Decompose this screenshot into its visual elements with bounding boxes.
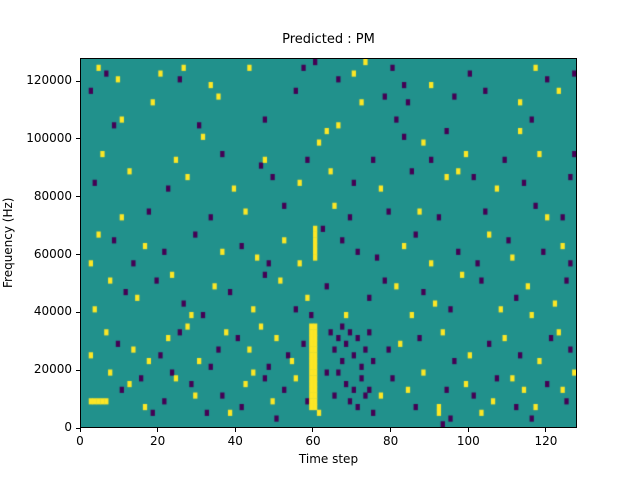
heatmap-canvas	[81, 59, 576, 427]
y-tick-label: 20000	[33, 362, 72, 377]
chart-title: Predicted : PM	[282, 32, 375, 47]
x-axis-label: Time step	[298, 452, 359, 466]
x-tick-label: 0	[76, 434, 84, 448]
x-tick-label: 20	[150, 434, 166, 448]
x-tick-label: 60	[305, 434, 321, 448]
y-axis-label: Frequency (Hz)	[1, 197, 15, 289]
x-tick-mark	[79, 428, 81, 432]
x-tick-label: 80	[382, 434, 399, 448]
y-tick-mark	[76, 138, 80, 140]
y-tick-mark	[76, 254, 80, 256]
y-tick-mark	[76, 196, 80, 198]
y-tick-label: 80000	[33, 188, 72, 203]
x-tick-mark	[467, 428, 469, 432]
y-tick-mark	[76, 311, 80, 313]
x-tick-mark	[234, 428, 236, 432]
x-tick-label: 40	[227, 434, 243, 448]
y-tick-label: 100000	[26, 130, 72, 145]
y-tick-label: 0	[64, 420, 72, 434]
y-tick-mark	[76, 80, 80, 82]
y-tick-label: 40000	[33, 304, 72, 319]
y-tick-label: 60000	[33, 246, 72, 261]
plot-area	[80, 58, 577, 428]
x-tick-mark	[312, 428, 314, 432]
x-tick-mark	[545, 428, 547, 432]
x-tick-mark	[157, 428, 159, 432]
y-tick-label: 120000	[26, 73, 72, 88]
x-tick-mark	[390, 428, 392, 432]
x-tick-label: 120	[534, 434, 558, 448]
y-tick-mark	[76, 427, 80, 429]
y-tick-mark	[76, 369, 80, 371]
x-tick-label: 100	[456, 434, 480, 448]
